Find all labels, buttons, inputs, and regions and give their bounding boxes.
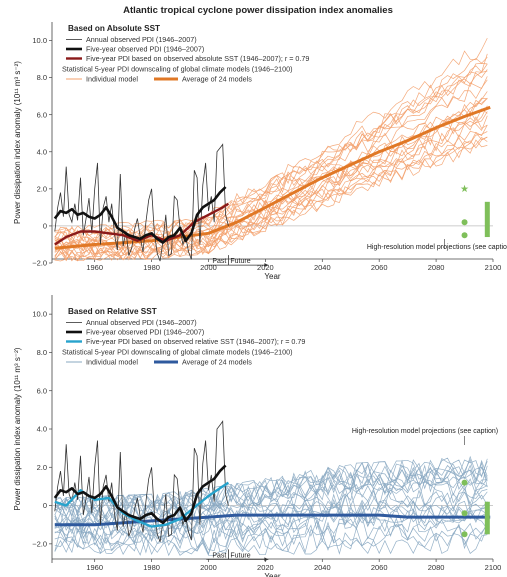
x-tick-label: 2040 bbox=[314, 563, 331, 572]
annual-observed-line bbox=[54, 420, 229, 543]
x-tick-label: 2040 bbox=[314, 263, 331, 272]
x-axis-label: Year bbox=[264, 572, 281, 577]
individual-model-line bbox=[54, 139, 488, 262]
individual-model-line bbox=[54, 63, 488, 244]
legend-entry: Average of 24 models bbox=[182, 75, 252, 84]
future-label: Future bbox=[230, 552, 250, 559]
hires-circle-marker bbox=[461, 232, 468, 239]
x-tick-label: 2080 bbox=[428, 263, 445, 272]
x-tick-label: 2000 bbox=[200, 563, 217, 572]
x-tick-label: 2000 bbox=[200, 263, 217, 272]
x-tick-label: 2020 bbox=[257, 263, 274, 272]
hires-range-bar bbox=[484, 201, 490, 238]
x-tick-label: 1980 bbox=[143, 563, 160, 572]
y-tick-label: 10.0 bbox=[32, 36, 47, 45]
x-axis-label: Year bbox=[264, 272, 281, 281]
hires-circle-marker bbox=[461, 479, 468, 486]
y-tick-label: −2.0 bbox=[32, 539, 47, 548]
x-tick-label: 2100 bbox=[485, 263, 502, 272]
panel-absolute-sst: 10.0 8.0 6.0 4.0 2.0 0 −2.0 1960 1980 2000 2020 204… bbox=[13, 22, 507, 281]
legend-entry: Individual model bbox=[86, 358, 138, 367]
legend-entry: Five-year PDI based on observed relative… bbox=[86, 337, 305, 346]
individual-model-line bbox=[54, 523, 488, 555]
individual-model-line bbox=[54, 457, 488, 516]
y-axis-label: Power dissipation index anomaly (10¹¹ m³… bbox=[13, 347, 22, 510]
legend-entry: Individual model bbox=[86, 75, 138, 84]
hires-range-bar bbox=[484, 501, 490, 535]
hires-circle-marker bbox=[461, 531, 468, 538]
past-label: Past bbox=[212, 258, 226, 265]
panel-subtitle: Based on Absolute SST bbox=[68, 24, 160, 33]
panel-subtitle: Based on Relative SST bbox=[68, 307, 157, 316]
x-tick-label: 2080 bbox=[428, 563, 445, 572]
five-year-observed-line bbox=[53, 186, 227, 244]
legend-entry: Annual observed PDI (1946–2007) bbox=[86, 318, 197, 327]
legend-entry: Annual observed PDI (1946–2007) bbox=[86, 35, 197, 44]
y-axis-label: Power dissipation index anomaly (10¹¹ m³… bbox=[13, 61, 22, 224]
future-arrow-head bbox=[264, 557, 269, 562]
individual-model-line bbox=[54, 522, 488, 556]
y-tick-label: 8.0 bbox=[37, 348, 47, 357]
y-tick-label: 10.0 bbox=[32, 310, 47, 319]
panel-relative-sst: 10.0 8.0 6.0 4.0 2.0 0 −2.0 1960 1980 2000 2020 204… bbox=[13, 295, 501, 577]
hires-circle-marker bbox=[461, 510, 468, 517]
individual-model-line bbox=[54, 532, 488, 557]
legend-downscaling-header: Statistical 5-year PDI downscaling of gl… bbox=[62, 348, 293, 357]
individual-model-line bbox=[54, 137, 488, 262]
individual-model-line bbox=[54, 76, 488, 248]
y-tick-label: 4.0 bbox=[37, 147, 47, 156]
legend-entry: Five-year observed PDI (1946–2007) bbox=[86, 328, 204, 337]
individual-model-line bbox=[54, 500, 488, 540]
legend-downscaling-header: Statistical 5-year PDI downscaling of gl… bbox=[62, 65, 293, 74]
y-tick-label: 6.0 bbox=[37, 386, 47, 395]
annual-observed-line bbox=[54, 143, 229, 262]
y-tick-label: 4.0 bbox=[37, 425, 47, 434]
y-tick-label: 0 bbox=[43, 501, 47, 510]
x-tick-label: 1960 bbox=[86, 263, 103, 272]
y-tick-label: 8.0 bbox=[37, 73, 47, 82]
x-tick-label: 2060 bbox=[371, 563, 388, 572]
individual-model-line bbox=[54, 37, 488, 238]
y-tick-label: 2.0 bbox=[37, 463, 47, 472]
future-arrow-head bbox=[264, 263, 269, 268]
legend-entry: Average of 24 models bbox=[182, 358, 252, 367]
y-tick-label: −2.0 bbox=[32, 259, 47, 268]
individual-model-line bbox=[54, 97, 488, 251]
five-year-observed-line bbox=[53, 464, 227, 525]
individual-model-line bbox=[54, 480, 488, 529]
hires-caption-label: High-resolution model projections (see c… bbox=[352, 428, 498, 435]
individual-model-line bbox=[54, 63, 488, 242]
sst-based-pdi-line bbox=[54, 202, 230, 246]
individual-model-line bbox=[54, 136, 488, 262]
y-tick-label: 2.0 bbox=[37, 184, 47, 193]
x-tick-label: 2100 bbox=[485, 563, 502, 572]
individual-model-line bbox=[54, 516, 488, 552]
y-tick-label: 6.0 bbox=[37, 110, 47, 119]
x-tick-label: 2020 bbox=[257, 563, 274, 572]
figure-title: Atlantic tropical cyclone power dissipat… bbox=[123, 5, 393, 16]
x-tick-label: 1980 bbox=[143, 263, 160, 272]
hires-star-marker bbox=[460, 184, 469, 193]
past-label: Past bbox=[212, 552, 226, 559]
individual-model-line bbox=[54, 503, 488, 546]
y-tick-label: 0 bbox=[43, 222, 47, 231]
hires-caption-label: High-resolution model projections (see c… bbox=[367, 244, 507, 251]
hires-circle-marker bbox=[461, 219, 468, 226]
individual-model-line bbox=[54, 461, 488, 521]
future-label: Future bbox=[230, 258, 250, 265]
x-tick-label: 1960 bbox=[86, 563, 103, 572]
legend-entry: Five-year PDI based on observed absolute… bbox=[86, 54, 309, 63]
x-tick-label: 2060 bbox=[371, 263, 388, 272]
legend-entry: Five-year observed PDI (1946–2007) bbox=[86, 45, 204, 54]
